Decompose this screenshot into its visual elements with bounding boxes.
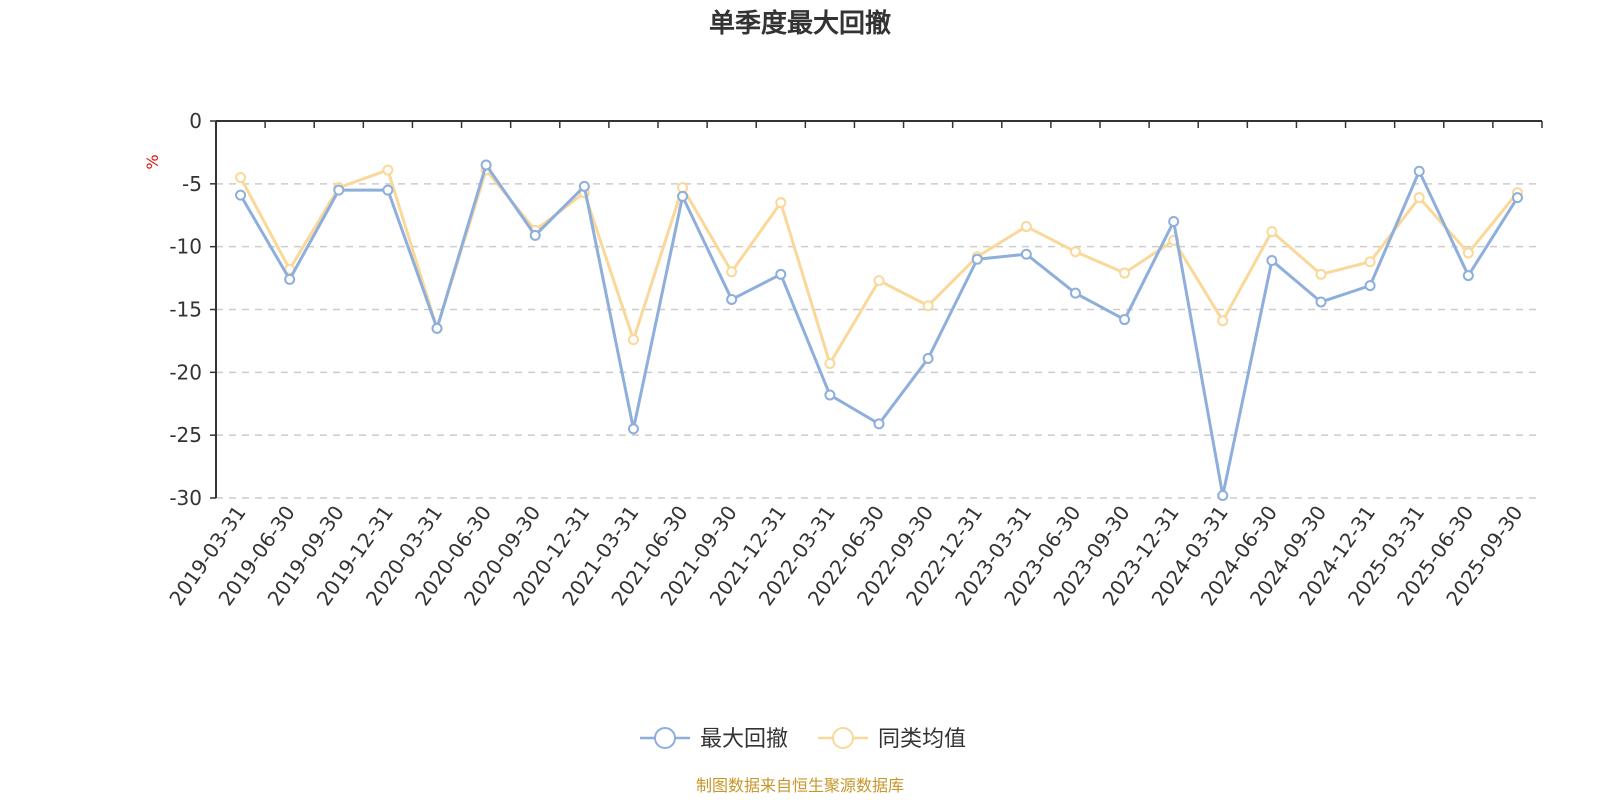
legend-item-2[interactable]: 同类均值 <box>818 727 966 752</box>
data-point[interactable] <box>775 197 787 209</box>
data-point[interactable] <box>1315 296 1327 308</box>
data-point[interactable] <box>1462 247 1474 259</box>
data-point[interactable] <box>578 180 590 192</box>
y-tick-label: -25 <box>169 423 202 447</box>
data-point[interactable] <box>1315 268 1327 280</box>
y-tick-label: -5 <box>182 172 202 196</box>
legend-item-1[interactable]: 最大回撤 <box>640 727 788 752</box>
data-point[interactable] <box>1069 287 1081 299</box>
data-point[interactable] <box>1462 270 1474 282</box>
data-point[interactable] <box>726 293 738 305</box>
data-point[interactable] <box>775 268 787 280</box>
data-point[interactable] <box>971 253 983 265</box>
legend-label: 最大回撤 <box>700 727 788 752</box>
data-point[interactable] <box>1413 192 1425 204</box>
series-line <box>239 168 1519 366</box>
data-point[interactable] <box>922 353 934 365</box>
y-tick-label: -10 <box>169 235 202 259</box>
data-point[interactable] <box>1266 226 1278 238</box>
grid-lines <box>216 183 1542 499</box>
data-point[interactable] <box>726 266 738 278</box>
data-point[interactable] <box>431 322 443 334</box>
data-point[interactable] <box>1364 280 1376 292</box>
data-point[interactable] <box>627 334 639 346</box>
data-point[interactable] <box>382 164 394 176</box>
chart-title: 单季度最大回撤 <box>709 8 891 39</box>
data-point[interactable] <box>824 358 836 370</box>
series-layer <box>235 159 1523 501</box>
y-tick-label: -20 <box>169 360 202 384</box>
legend-label: 同类均值 <box>878 727 966 752</box>
data-point[interactable] <box>1119 314 1131 326</box>
data-point[interactable] <box>1168 216 1180 228</box>
data-point[interactable] <box>480 159 492 171</box>
source-note: 制图数据来自恒生聚源数据库 <box>696 776 904 795</box>
data-point[interactable] <box>677 182 689 194</box>
data-point[interactable] <box>1217 489 1229 501</box>
y-axis-unit: % <box>143 154 162 169</box>
data-point[interactable] <box>1020 248 1032 260</box>
data-point[interactable] <box>873 275 885 287</box>
data-point[interactable] <box>922 300 934 312</box>
data-point[interactable] <box>382 184 394 196</box>
data-point[interactable] <box>235 189 247 201</box>
series-1 <box>235 159 1523 501</box>
y-tick-label: -30 <box>169 486 202 510</box>
data-point[interactable] <box>284 273 296 285</box>
data-point[interactable] <box>1364 256 1376 268</box>
data-point[interactable] <box>1020 221 1032 233</box>
data-point[interactable] <box>1069 246 1081 258</box>
data-point[interactable] <box>1511 192 1523 204</box>
data-point[interactable] <box>1217 315 1229 327</box>
legend-marker <box>654 727 676 749</box>
data-point[interactable] <box>235 172 247 184</box>
legend-marker <box>832 727 854 749</box>
data-point[interactable] <box>333 184 345 196</box>
data-point[interactable] <box>1413 165 1425 177</box>
series-2 <box>235 164 1523 370</box>
data-point[interactable] <box>1266 254 1278 266</box>
data-point[interactable] <box>677 190 689 202</box>
data-point[interactable] <box>529 229 541 241</box>
data-point[interactable] <box>824 389 836 401</box>
data-point[interactable] <box>873 418 885 430</box>
y-tick-label: -15 <box>169 298 202 322</box>
y-tick-label: 0 <box>189 109 202 133</box>
data-point[interactable] <box>1119 267 1131 279</box>
data-point[interactable] <box>627 423 639 435</box>
legend[interactable]: 最大回撤 同类均值 <box>640 727 966 752</box>
